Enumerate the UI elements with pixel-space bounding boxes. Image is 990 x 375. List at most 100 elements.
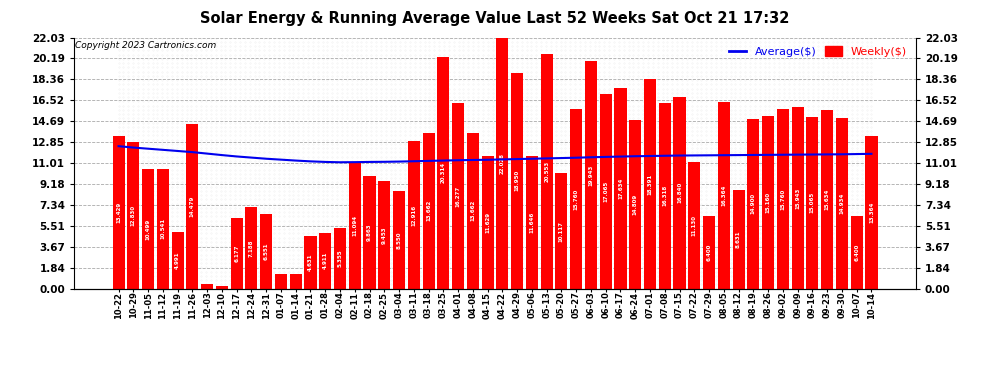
Text: 14.809: 14.809 [633,194,638,215]
Text: 11.130: 11.130 [692,215,697,236]
Text: 4.911: 4.911 [323,252,328,269]
Bar [452,103,464,289]
Bar [570,109,582,289]
Bar [378,181,390,289]
Bar [334,228,346,289]
Bar [850,216,862,289]
Bar [747,119,759,289]
Bar [644,79,656,289]
Text: 13.364: 13.364 [869,202,874,223]
Text: 16.364: 16.364 [722,185,727,206]
Text: 9.863: 9.863 [367,224,372,242]
Bar [600,94,612,289]
Bar [260,214,272,289]
Text: 19.943: 19.943 [588,164,593,186]
Text: 14.479: 14.479 [190,195,195,217]
Text: 15.160: 15.160 [765,192,770,213]
Bar [733,190,744,289]
Bar [363,176,375,289]
Text: 4.631: 4.631 [308,254,313,271]
Bar [275,274,287,289]
Bar [348,162,360,289]
Text: 7.188: 7.188 [248,239,253,256]
Bar [821,111,834,289]
Text: 20.553: 20.553 [544,161,549,182]
Bar [673,97,686,289]
Text: 6.400: 6.400 [707,244,712,261]
Bar [216,286,228,289]
Text: 13.429: 13.429 [116,201,121,223]
Bar [496,38,509,289]
Text: 15.760: 15.760 [573,188,579,210]
Bar [836,118,848,289]
Text: 8.631: 8.631 [737,231,742,248]
Bar [319,233,332,289]
Text: 12.916: 12.916 [411,204,417,226]
Text: 20.314: 20.314 [441,162,446,183]
Bar [128,142,140,289]
Text: 4.991: 4.991 [175,252,180,269]
Legend: Average($), Weekly($): Average($), Weekly($) [726,43,910,60]
Bar [142,169,154,289]
Bar [481,156,494,289]
Text: Copyright 2023 Cartronics.com: Copyright 2023 Cartronics.com [75,41,217,50]
Text: 6.551: 6.551 [263,243,268,260]
Bar [171,232,184,289]
Text: 8.550: 8.550 [397,231,402,249]
Bar [688,162,700,289]
Text: 17.065: 17.065 [603,181,608,202]
Text: 14.900: 14.900 [750,193,755,214]
Text: 12.830: 12.830 [131,205,136,226]
Bar [777,109,789,289]
Bar [865,136,877,289]
Text: 11.094: 11.094 [352,215,357,236]
Text: 15.634: 15.634 [825,189,830,210]
Text: 11.629: 11.629 [485,212,490,233]
Text: 10.117: 10.117 [559,220,564,242]
Bar [246,207,257,289]
Bar [231,218,243,289]
Bar [156,168,169,289]
Text: 5.355: 5.355 [338,249,343,267]
Bar [438,57,449,289]
Bar [467,133,479,289]
Bar [304,236,317,289]
Text: 22.028: 22.028 [500,153,505,174]
Text: 15.760: 15.760 [780,188,785,210]
Text: 10.499: 10.499 [146,218,150,240]
Bar [423,133,435,289]
Bar [585,61,597,289]
Bar [718,102,730,289]
Text: 11.646: 11.646 [530,212,535,233]
Bar [762,116,774,289]
Bar [630,120,642,289]
Text: 6.177: 6.177 [235,245,240,262]
Bar [393,191,405,289]
Bar [201,284,213,289]
Bar [186,124,198,289]
Text: 16.840: 16.840 [677,182,682,203]
Bar [511,73,523,289]
Bar [703,216,715,289]
Bar [615,88,627,289]
Bar [526,156,538,289]
Text: 15.065: 15.065 [810,192,815,213]
Bar [806,117,819,289]
Text: 17.634: 17.634 [618,177,623,199]
Text: 13.662: 13.662 [426,200,431,222]
Text: 15.943: 15.943 [795,187,800,209]
Text: 6.400: 6.400 [854,244,859,261]
Text: 10.541: 10.541 [160,218,165,239]
Bar [290,274,302,289]
Text: Solar Energy & Running Average Value Last 52 Weeks Sat Oct 21 17:32: Solar Energy & Running Average Value Las… [200,11,790,26]
Bar [658,103,671,289]
Bar [555,173,567,289]
Text: 16.277: 16.277 [455,185,460,207]
Bar [541,54,552,289]
Text: 18.391: 18.391 [647,173,652,195]
Bar [792,107,804,289]
Text: 13.662: 13.662 [470,200,475,222]
Text: 16.318: 16.318 [662,185,667,206]
Text: 18.950: 18.950 [515,170,520,191]
Text: 14.934: 14.934 [840,193,844,214]
